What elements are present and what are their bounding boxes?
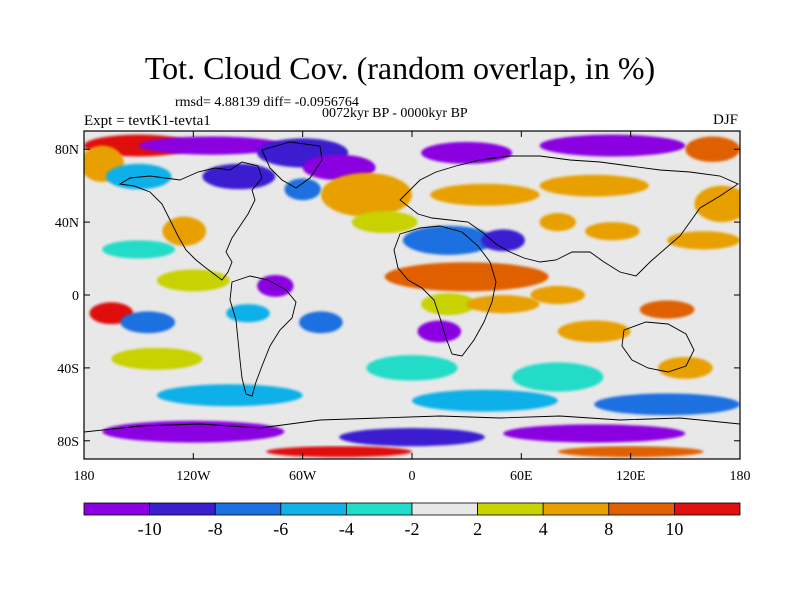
- colorbar-swatch: [608, 502, 675, 516]
- experiment-label: Expt = tevtK1-tevta1: [84, 113, 211, 129]
- season-label: DJF: [712, 112, 738, 128]
- anomaly-patch: [320, 172, 413, 217]
- x-tick-label: 180: [730, 469, 751, 484]
- colorbar-label: -2: [405, 519, 420, 539]
- anomaly-patch: [162, 216, 207, 246]
- colorbar-swatch: [83, 502, 150, 516]
- coastline-antarctica: [84, 415, 740, 433]
- colorbar-label: 4: [539, 519, 548, 539]
- anomaly-patch: [202, 163, 276, 190]
- coastline-north-america: [118, 161, 263, 281]
- colorbar-label: -4: [339, 519, 354, 539]
- anomaly-patch: [557, 446, 704, 458]
- colorbar-label: 2: [473, 519, 482, 539]
- coastline-greenland: [261, 141, 323, 189]
- anomaly-patch: [417, 320, 462, 343]
- colorbar-swatch: [345, 502, 413, 516]
- x-tick-label: 120W: [176, 469, 211, 484]
- stats-line: rmsd= 4.88139 diff= -0.0956764: [175, 95, 359, 110]
- anomaly-patch: [594, 393, 740, 416]
- anomaly-patch: [421, 141, 513, 164]
- anomaly-patch: [226, 304, 270, 323]
- anomaly-patch: [384, 262, 549, 292]
- y-tick-label: 0: [72, 289, 79, 304]
- anomaly-patch: [366, 355, 458, 381]
- anomaly-patch: [539, 134, 686, 157]
- anomaly-patch: [257, 274, 294, 297]
- y-axis-ticks: 80N 40N 0 40S 80S: [55, 143, 740, 450]
- x-tick-label: 60W: [289, 469, 317, 484]
- anomaly-patch: [111, 347, 203, 370]
- coastline-africa: [393, 225, 497, 357]
- x-tick-label: 180: [74, 469, 95, 484]
- y-tick-label: 40S: [57, 362, 79, 377]
- colorbar-swatch: [411, 502, 478, 516]
- anomaly-patch: [311, 249, 367, 268]
- anomaly-patch: [639, 300, 695, 319]
- anomaly-patch: [585, 222, 640, 241]
- anomaly-patch: [539, 174, 649, 197]
- colorbar-label: 10: [665, 519, 683, 539]
- colorbar-swatch: [214, 502, 282, 516]
- anomaly-patch: [539, 213, 576, 232]
- colorbar-label: -10: [138, 519, 162, 539]
- x-tick-label: 60E: [510, 469, 533, 484]
- colorbar: -10 -8 -6 -4 -2 2 4 8 10: [83, 502, 741, 539]
- colorbar-label: -8: [208, 519, 223, 539]
- colorbar-swatch: [477, 502, 544, 516]
- y-tick-label: 80N: [55, 143, 79, 158]
- y-tick-label: 80S: [57, 435, 79, 450]
- anomaly-patch: [402, 225, 495, 255]
- colorbar-swatch: [542, 502, 610, 516]
- anomaly-patch: [530, 285, 586, 305]
- map-plot-area: [83, 130, 741, 460]
- anomaly-patch: [412, 389, 558, 412]
- anomaly-patch: [658, 278, 713, 294]
- anomaly-patch: [339, 428, 485, 447]
- anomaly-patch: [266, 446, 412, 458]
- anomaly-patch: [430, 183, 540, 206]
- anomaly-field: [84, 134, 740, 458]
- anomaly-patch: [211, 213, 285, 232]
- anomaly-patch: [481, 229, 525, 252]
- colorbar-swatch: [280, 502, 347, 516]
- anomaly-patch: [284, 178, 321, 201]
- anomaly-patch: [299, 311, 343, 334]
- anomaly-patch: [105, 163, 172, 190]
- colorbar-swatch: [149, 502, 216, 516]
- anomaly-patch: [421, 293, 476, 316]
- anomaly-patch: [156, 384, 303, 407]
- period-line: 0072kyr BP - 0000kyr BP: [322, 106, 468, 121]
- anomaly-patch: [351, 211, 418, 234]
- anomaly-patch: [503, 424, 686, 443]
- x-tick-label: 0: [409, 469, 416, 484]
- anomaly-patch: [102, 240, 176, 259]
- y-tick-label: 40N: [55, 216, 79, 231]
- coastline-europe-asia: [399, 155, 739, 277]
- anomaly-patch: [685, 136, 740, 162]
- anomaly-patch: [120, 311, 176, 334]
- coastline-south-america: [229, 275, 297, 397]
- colorbar-swatch: [674, 502, 741, 516]
- anomaly-patch: [138, 136, 285, 155]
- coastlines: [84, 141, 740, 433]
- anomaly-patch: [466, 295, 540, 314]
- anomaly-patch: [658, 356, 713, 379]
- coastline-australia: [621, 321, 695, 373]
- anomaly-patch: [557, 320, 631, 343]
- anomaly-patch: [156, 269, 230, 292]
- colorbar-label: 8: [604, 519, 613, 539]
- anomaly-patch: [667, 231, 740, 250]
- x-tick-label: 120E: [616, 469, 646, 484]
- anomaly-patch: [694, 185, 740, 223]
- x-axis-ticks: 180 120W 60W 0 60E 120E 180: [74, 131, 751, 484]
- plot-title: Tot. Cloud Cov. (random overlap, in %): [144, 50, 656, 86]
- colorbar-label: -6: [273, 519, 288, 539]
- anomaly-patch: [512, 362, 604, 392]
